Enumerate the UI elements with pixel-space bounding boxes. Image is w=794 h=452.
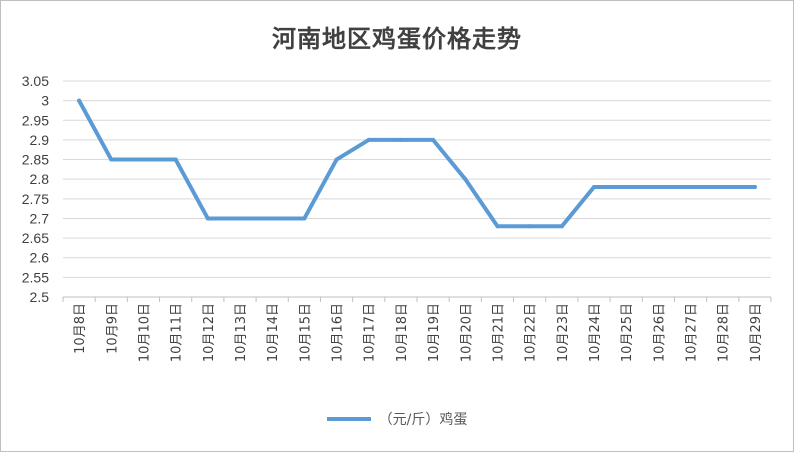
x-tick-label: 10月24日 bbox=[588, 303, 603, 362]
chart-title: 河南地区鸡蛋价格走势 bbox=[272, 24, 522, 53]
x-tick-label: 10月21日 bbox=[491, 303, 506, 362]
y-tick-label: 2.75 bbox=[22, 191, 49, 207]
series-line-0 bbox=[77, 98, 757, 229]
legend-swatch bbox=[326, 417, 371, 421]
data-point bbox=[624, 185, 629, 190]
x-tick-label: 10月26日 bbox=[652, 303, 667, 362]
x-axis: 10月8日 10月9日 10月10日 10月11日 10月12日 10月13日 10月14日… bbox=[62, 296, 772, 362]
y-tick-label: 3.05 bbox=[22, 73, 49, 89]
legend: （元/斤）鸡蛋 bbox=[1, 409, 793, 429]
series-layer bbox=[77, 98, 757, 229]
x-tick-label: 10月14日 bbox=[266, 303, 281, 362]
data-point bbox=[527, 224, 532, 229]
y-tick-label: 2.6 bbox=[30, 250, 50, 266]
data-point bbox=[366, 137, 371, 142]
x-tick-label: 10月15日 bbox=[298, 303, 313, 362]
y-tick-label: 2.85 bbox=[22, 152, 49, 168]
data-point bbox=[559, 224, 564, 229]
y-axis: 2.5 2.55 2.6 2.65 2.7 2.75 2.8 2.85 2.9 2.95 3 3.05 bbox=[22, 73, 49, 305]
data-point bbox=[270, 216, 275, 221]
x-tick-label: 10月9日 bbox=[105, 303, 120, 354]
grid-lines bbox=[63, 80, 771, 298]
data-point bbox=[688, 185, 693, 190]
y-tick-label: 2.8 bbox=[30, 171, 50, 187]
y-tick-label: 2.7 bbox=[30, 210, 50, 226]
x-tick-label: 10月23日 bbox=[556, 303, 571, 362]
x-tick-label: 10月11日 bbox=[170, 303, 185, 362]
data-point bbox=[205, 216, 210, 221]
data-point bbox=[334, 157, 339, 162]
x-tick-label: 10月27日 bbox=[685, 303, 700, 362]
x-tick-label: 10月29日 bbox=[749, 303, 764, 362]
data-point bbox=[656, 185, 661, 190]
data-point bbox=[720, 185, 725, 190]
y-tick-label: 2.55 bbox=[22, 269, 49, 285]
y-tick-label: 2.5 bbox=[30, 289, 50, 305]
legend-label: （元/斤）鸡蛋 bbox=[378, 412, 468, 428]
data-point bbox=[302, 216, 307, 221]
x-tick-label: 10月20日 bbox=[459, 303, 474, 362]
data-point bbox=[77, 98, 82, 103]
x-tick-label: 10月8日 bbox=[73, 303, 88, 354]
data-point bbox=[109, 157, 114, 162]
x-tick-label: 10月28日 bbox=[717, 303, 732, 362]
x-tick-label: 10月17日 bbox=[363, 303, 378, 362]
data-point bbox=[431, 137, 436, 142]
data-point bbox=[495, 224, 500, 229]
x-tick-label: 10月12日 bbox=[202, 303, 217, 362]
x-tick-label: 10月18日 bbox=[395, 303, 410, 362]
data-point bbox=[752, 185, 757, 190]
y-tick-label: 2.9 bbox=[30, 132, 50, 148]
x-tick-label: 10月10日 bbox=[137, 303, 152, 362]
data-point bbox=[141, 157, 146, 162]
data-point bbox=[592, 185, 596, 190]
y-tick-label: 2.95 bbox=[22, 112, 49, 128]
x-tick-label: 10月13日 bbox=[234, 303, 249, 362]
x-tick-label: 10月19日 bbox=[427, 303, 442, 362]
data-point bbox=[238, 216, 242, 221]
x-tick-label: 10月25日 bbox=[620, 303, 635, 362]
data-point bbox=[463, 177, 468, 182]
data-point bbox=[173, 157, 178, 162]
x-tick-label: 10月16日 bbox=[331, 303, 346, 362]
x-tick-label: 10月22日 bbox=[524, 303, 539, 362]
data-point bbox=[398, 137, 403, 142]
y-tick-label: 3 bbox=[41, 93, 49, 109]
y-tick-label: 2.65 bbox=[22, 230, 49, 246]
